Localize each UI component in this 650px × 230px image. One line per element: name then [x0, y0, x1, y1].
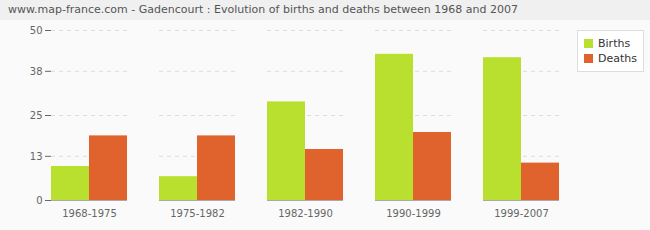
html-text:Births: Births	[598, 37, 631, 50]
svg-text:1975-1982: 1975-1982	[170, 208, 225, 219]
svg-text:13: 13	[30, 151, 43, 162]
svg-text:1990-1999: 1990-1999	[386, 208, 441, 219]
svg-text:1999-2007: 1999-2007	[494, 208, 549, 219]
html-text:www.map-france.com - Gadencour: www.map-france.com - Gadencourt : Evolut…	[8, 3, 518, 16]
html-text:Deaths: Deaths	[598, 52, 637, 65]
svg-text:1982-1990: 1982-1990	[278, 208, 333, 219]
svg-text:38: 38	[30, 66, 43, 77]
svg-text:0: 0	[36, 195, 42, 206]
svg-text:1968-1975: 1968-1975	[62, 208, 117, 219]
svg-text:25: 25	[30, 110, 43, 121]
svg-text:50: 50	[30, 25, 43, 36]
